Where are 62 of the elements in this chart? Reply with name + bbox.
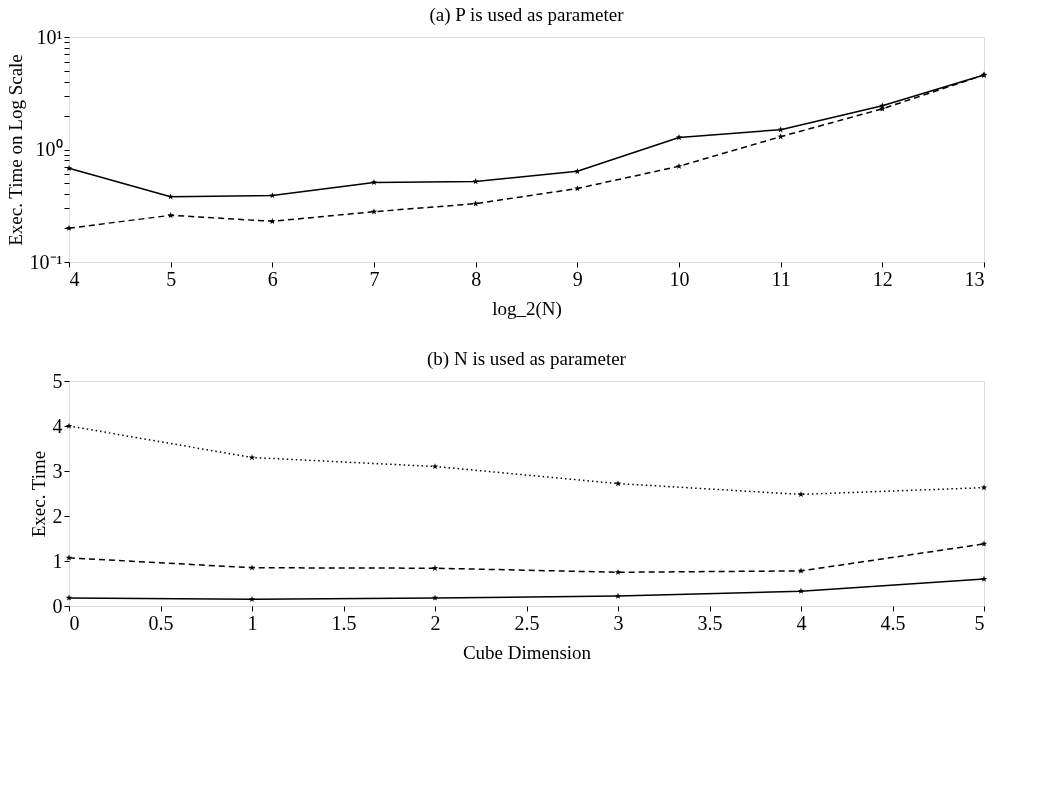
y-tick-label: 0 [52,594,63,617]
y-tick-label: 3 [52,459,63,482]
point [167,211,174,219]
point [675,134,683,141]
x-tick-label: 4 [69,267,80,290]
x-tick-label: 1.5 [331,611,357,634]
point [269,192,276,199]
y-axis-title: Exec. Time on Log Scale [4,54,26,246]
y-tick-label: 1 [52,549,63,572]
point [980,575,988,582]
point [797,567,805,574]
x-axis-title: Cube Dimension [462,641,592,663]
x-tick-label: 8 [471,267,482,290]
point [797,491,805,498]
point [431,463,439,470]
point [65,594,73,601]
x-tick-label: 2 [430,611,441,634]
x-tick-label: 2.5 [514,611,540,634]
x-tick-label: 5 [974,611,985,634]
x-tick-label: 13 [964,267,985,290]
point [431,594,439,601]
y-tick-label: 5 [52,369,63,392]
chart-title: (b) N is used as parameter [427,348,627,370]
y-tick-label: 10¹ [36,25,63,48]
x-tick-label: 3.5 [697,611,723,634]
x-tick-label: 11 [771,267,791,290]
x-tick-label: 9 [572,267,583,290]
x-tick-label: 4.5 [880,611,906,634]
x-tick-label: 0 [69,611,80,634]
point [65,422,73,429]
x-tick-label: 7 [369,267,380,290]
point [980,540,988,547]
point [167,193,174,200]
point [65,554,73,561]
point [248,454,256,461]
y-tick-label: 10⁻¹ [29,250,63,273]
chart-title: (a) P is used as parameter [429,4,625,26]
y-axis-title: Exec. Time [27,450,49,538]
x-tick-label: 4 [796,611,807,634]
x-tick-label: 5 [166,267,177,290]
point [574,167,581,175]
point [614,568,622,575]
x-tick-label: 1 [247,611,258,634]
point [574,185,581,192]
point [248,595,256,602]
point [65,224,73,231]
point [797,587,805,594]
y-tick-label: 10⁰ [35,138,63,160]
point [370,179,378,186]
x-tick-label: 10 [669,267,690,290]
point [431,564,439,571]
y-tick-label: 2 [52,504,63,527]
x-axis-title: log_2(N) [492,297,562,320]
point [675,162,683,169]
x-tick-label: 12 [872,267,893,290]
point [614,592,622,599]
point [472,178,479,185]
point [269,217,276,225]
x-tick-label: 3 [613,611,624,634]
y-tick-label: 4 [52,414,63,437]
x-tick-label: 6 [267,267,278,290]
x-tick-label: 0.5 [148,611,174,634]
